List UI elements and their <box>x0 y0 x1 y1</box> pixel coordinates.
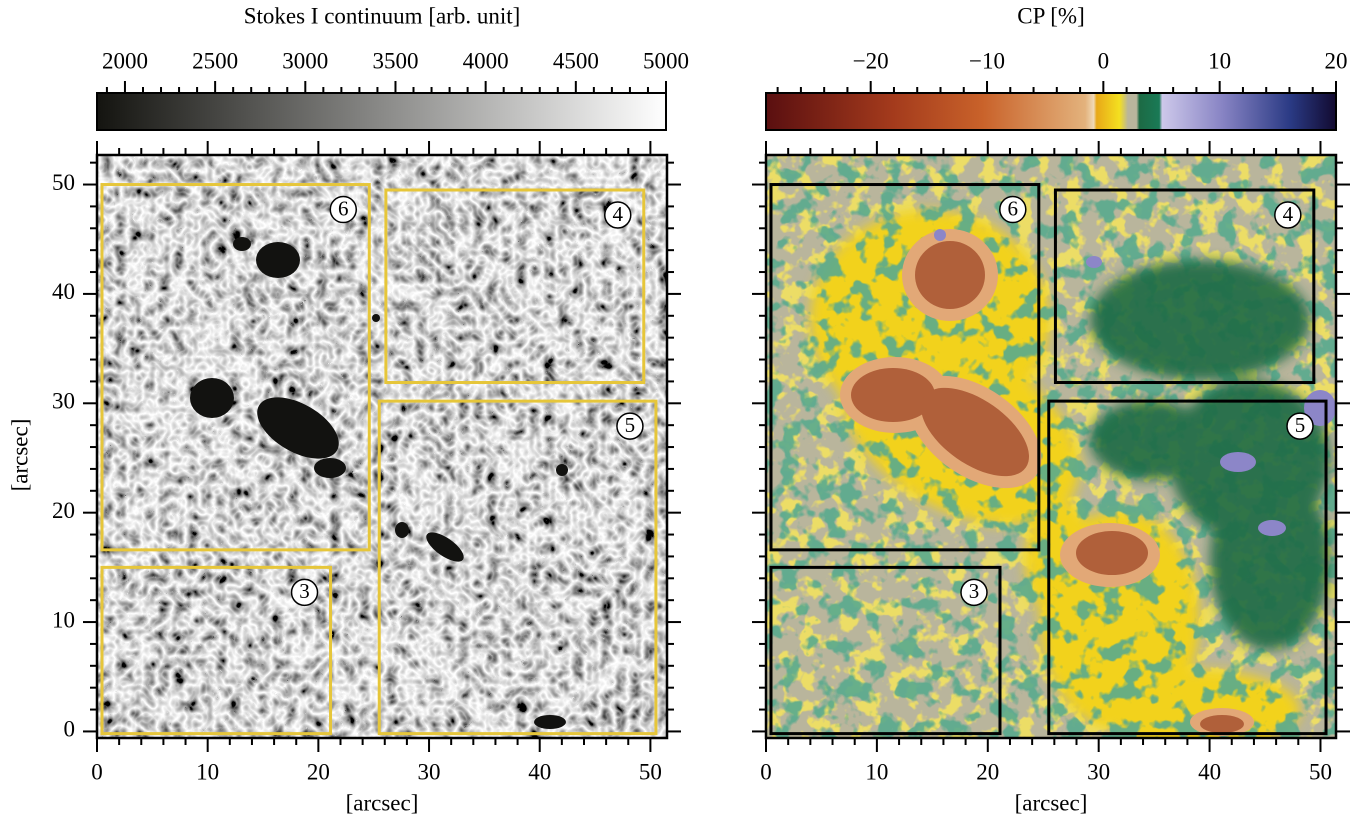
colorbar-tick-label: 4000 <box>463 48 509 73</box>
colorbar-tick-label: 0 <box>1098 48 1110 73</box>
x-tick-label: 40 <box>1198 759 1221 784</box>
region-label: 6 <box>1008 196 1019 220</box>
x-tick-label: 30 <box>418 759 441 784</box>
region-label: 6 <box>338 196 349 220</box>
cp-green <box>1090 260 1330 650</box>
region-box <box>377 399 658 736</box>
x-tick-label: 10 <box>865 759 888 784</box>
region-label: 3 <box>969 579 980 603</box>
region-marker <box>999 195 1027 224</box>
region-marker <box>616 412 644 440</box>
x-axis-label: [arcsec] <box>1015 790 1088 815</box>
region-marker <box>1286 412 1314 440</box>
y-axis-label: [arcsec] <box>7 419 32 492</box>
region-marker <box>960 578 988 607</box>
colorbar-tick-label: 2000 <box>102 48 148 73</box>
y-tick-label: 40 <box>52 279 75 304</box>
region-box <box>100 183 371 552</box>
x-tick-label: 20 <box>976 759 999 784</box>
x-tick-label: 0 <box>91 759 103 784</box>
colorbar-tick-label: 3000 <box>282 48 328 73</box>
cp-purple <box>934 229 1336 536</box>
region-box <box>769 183 1041 552</box>
region-box <box>100 565 333 736</box>
region-marker <box>329 195 358 224</box>
pores <box>190 237 568 729</box>
y-tick-label: 0 <box>64 717 76 742</box>
cp-brown <box>851 241 1244 733</box>
colorbar <box>765 92 1337 131</box>
region-label: 5 <box>625 413 636 437</box>
region-label: 4 <box>1283 202 1294 226</box>
cp-image <box>766 155 1336 738</box>
x-tick-label: 40 <box>528 759 551 784</box>
region-box <box>1047 399 1328 736</box>
region-marker <box>604 201 632 229</box>
colorbar-label: Stokes I continuum [arb. unit] <box>244 3 521 28</box>
x-axis-label: [arcsec] <box>346 790 419 815</box>
colorbar-tick-label: 10 <box>1208 48 1231 73</box>
region-label: 3 <box>299 579 310 603</box>
granulation <box>97 155 667 738</box>
colorbar-tick-label: −10 <box>969 48 1005 73</box>
x-tick-label: 0 <box>760 759 772 784</box>
region-label: 4 <box>613 202 624 226</box>
region-marker <box>1274 201 1302 229</box>
region-box <box>1053 188 1316 385</box>
continuum-image <box>97 155 667 738</box>
x-tick-label: 50 <box>1309 759 1332 784</box>
colorbar <box>96 92 667 131</box>
y-tick-label: 50 <box>52 170 75 195</box>
x-tick-label: 20 <box>307 759 330 784</box>
colorbar-tick-label: 20 <box>1325 48 1348 73</box>
images <box>97 155 1336 738</box>
colorbar-tick-label: 2500 <box>192 48 238 73</box>
colorbar-label: CP [%] <box>1017 3 1085 28</box>
y-tick-label: 30 <box>52 389 75 414</box>
colorbar-tick-label: 3500 <box>372 48 418 73</box>
x-tick-label: 30 <box>1087 759 1110 784</box>
region-box <box>384 188 646 385</box>
x-tick-label: 50 <box>639 759 662 784</box>
colorbar-tick-label: −20 <box>853 48 889 73</box>
colorbar-tick-label: 5000 <box>643 48 689 73</box>
colorbar-tick-label: 4500 <box>553 48 599 73</box>
y-tick-label: 20 <box>52 498 75 523</box>
y-tick-label: 10 <box>52 607 75 632</box>
x-tick-label: 10 <box>196 759 219 784</box>
region-marker <box>290 578 319 607</box>
region-label: 5 <box>1295 413 1306 437</box>
region-box <box>769 565 1002 736</box>
